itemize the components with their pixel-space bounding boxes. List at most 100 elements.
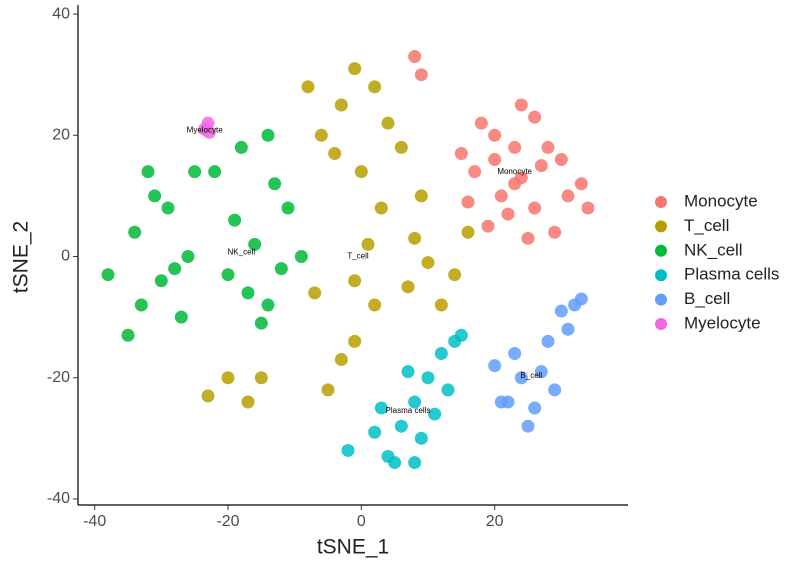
cluster-label: Myelocyte xyxy=(187,126,224,135)
legend-label: Plasma cells xyxy=(684,265,779,284)
point xyxy=(421,371,435,385)
point xyxy=(268,177,282,191)
point xyxy=(208,165,222,179)
cluster-label: Plasma cells xyxy=(386,406,431,415)
point xyxy=(381,116,395,130)
legend-label: Myelocyte xyxy=(684,313,761,332)
point xyxy=(574,177,588,191)
point xyxy=(528,201,542,215)
cluster-label: Monocyte xyxy=(497,167,532,176)
point xyxy=(221,268,235,282)
x-tick-label: 20 xyxy=(486,513,504,530)
point xyxy=(488,359,502,373)
y-tick-label: -40 xyxy=(47,490,70,507)
point xyxy=(528,110,542,124)
point xyxy=(434,298,448,312)
point xyxy=(308,286,322,300)
x-tick-label: -40 xyxy=(83,513,106,530)
point xyxy=(454,146,468,160)
point xyxy=(248,237,262,251)
point xyxy=(254,371,268,385)
point xyxy=(421,256,435,270)
point xyxy=(414,68,428,82)
point xyxy=(541,334,555,348)
point xyxy=(534,159,548,173)
point xyxy=(494,189,508,203)
point xyxy=(368,80,382,94)
legend-label: B_cell xyxy=(684,289,730,308)
point xyxy=(514,98,528,112)
point xyxy=(361,237,375,251)
point xyxy=(148,189,162,203)
point xyxy=(368,298,382,312)
point xyxy=(354,165,368,179)
point xyxy=(554,153,568,167)
point xyxy=(181,250,195,264)
point xyxy=(141,165,155,179)
point xyxy=(374,201,388,215)
point xyxy=(428,407,442,421)
point xyxy=(468,165,482,179)
cluster-label: NK_cell xyxy=(228,247,256,256)
cluster-label: T_cell xyxy=(347,252,369,261)
point xyxy=(334,353,348,367)
point xyxy=(202,125,216,139)
point xyxy=(161,201,175,215)
x-axis-title: tSNE_1 xyxy=(317,536,389,559)
cluster-label: B_cell xyxy=(520,371,542,380)
point xyxy=(121,328,135,342)
point xyxy=(328,146,342,160)
point xyxy=(461,195,475,209)
point xyxy=(234,140,248,154)
point xyxy=(168,262,182,276)
point xyxy=(261,128,275,142)
point xyxy=(254,316,268,330)
y-tick-label: 20 xyxy=(52,127,70,144)
point xyxy=(281,201,295,215)
point xyxy=(408,231,422,245)
legend-marker xyxy=(655,196,667,208)
point xyxy=(414,189,428,203)
point xyxy=(574,292,588,306)
point xyxy=(508,177,522,191)
legend-marker xyxy=(655,244,667,257)
point xyxy=(548,225,562,239)
point xyxy=(448,268,462,282)
point xyxy=(301,80,315,94)
legend-marker xyxy=(655,220,667,233)
point xyxy=(294,250,308,264)
point xyxy=(408,395,422,409)
point xyxy=(321,383,335,397)
point xyxy=(454,328,468,342)
point xyxy=(348,334,362,348)
legend-label: Monocyte xyxy=(684,191,758,210)
point xyxy=(228,213,242,227)
point xyxy=(221,371,235,385)
point xyxy=(408,456,422,470)
y-axis-title: tSNE_2 xyxy=(10,221,33,293)
point xyxy=(128,225,142,239)
point xyxy=(434,346,448,360)
point xyxy=(561,322,575,336)
point xyxy=(314,128,328,142)
point xyxy=(274,262,288,276)
point xyxy=(261,298,275,312)
point xyxy=(368,425,382,439)
point xyxy=(401,280,415,294)
point xyxy=(488,128,502,142)
point xyxy=(581,201,595,215)
point xyxy=(401,365,415,379)
point xyxy=(408,50,422,64)
point xyxy=(461,225,475,239)
point xyxy=(514,371,528,385)
legend-marker xyxy=(655,293,667,306)
x-tick-label: 0 xyxy=(357,513,366,530)
point xyxy=(241,286,255,300)
y-tick-label: 0 xyxy=(61,248,70,265)
point xyxy=(501,207,515,221)
point xyxy=(188,165,202,179)
point xyxy=(534,365,548,379)
point xyxy=(474,116,488,130)
point xyxy=(521,419,535,433)
